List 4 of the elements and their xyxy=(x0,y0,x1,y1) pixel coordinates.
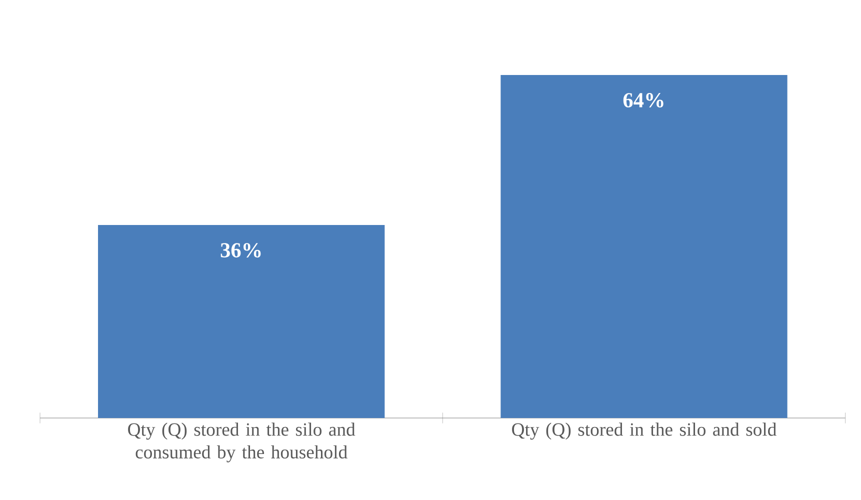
data-label: 36% xyxy=(220,243,261,258)
x-tick-label: Qty (Q) stored in the silo and sold xyxy=(512,422,777,440)
x-tick-label: Qty (Q) stored in the silo and consumed by the household xyxy=(128,422,356,462)
data-label: 64% xyxy=(623,93,664,108)
